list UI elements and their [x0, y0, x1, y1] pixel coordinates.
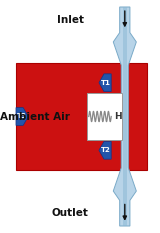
Text: T2: T2 — [101, 147, 111, 153]
Polygon shape — [113, 7, 136, 226]
Polygon shape — [99, 74, 111, 92]
Polygon shape — [99, 141, 111, 159]
Text: H: H — [114, 112, 121, 121]
Bar — [87, 93, 122, 140]
Text: Outlet: Outlet — [52, 208, 89, 218]
Text: T1: T1 — [101, 80, 111, 86]
Text: T3: T3 — [16, 113, 26, 120]
Polygon shape — [16, 108, 28, 125]
Text: Ambient Air: Ambient Air — [0, 112, 70, 121]
Bar — [123, 7, 127, 226]
Bar — [16, 63, 147, 170]
Text: Inlet: Inlet — [57, 15, 84, 25]
